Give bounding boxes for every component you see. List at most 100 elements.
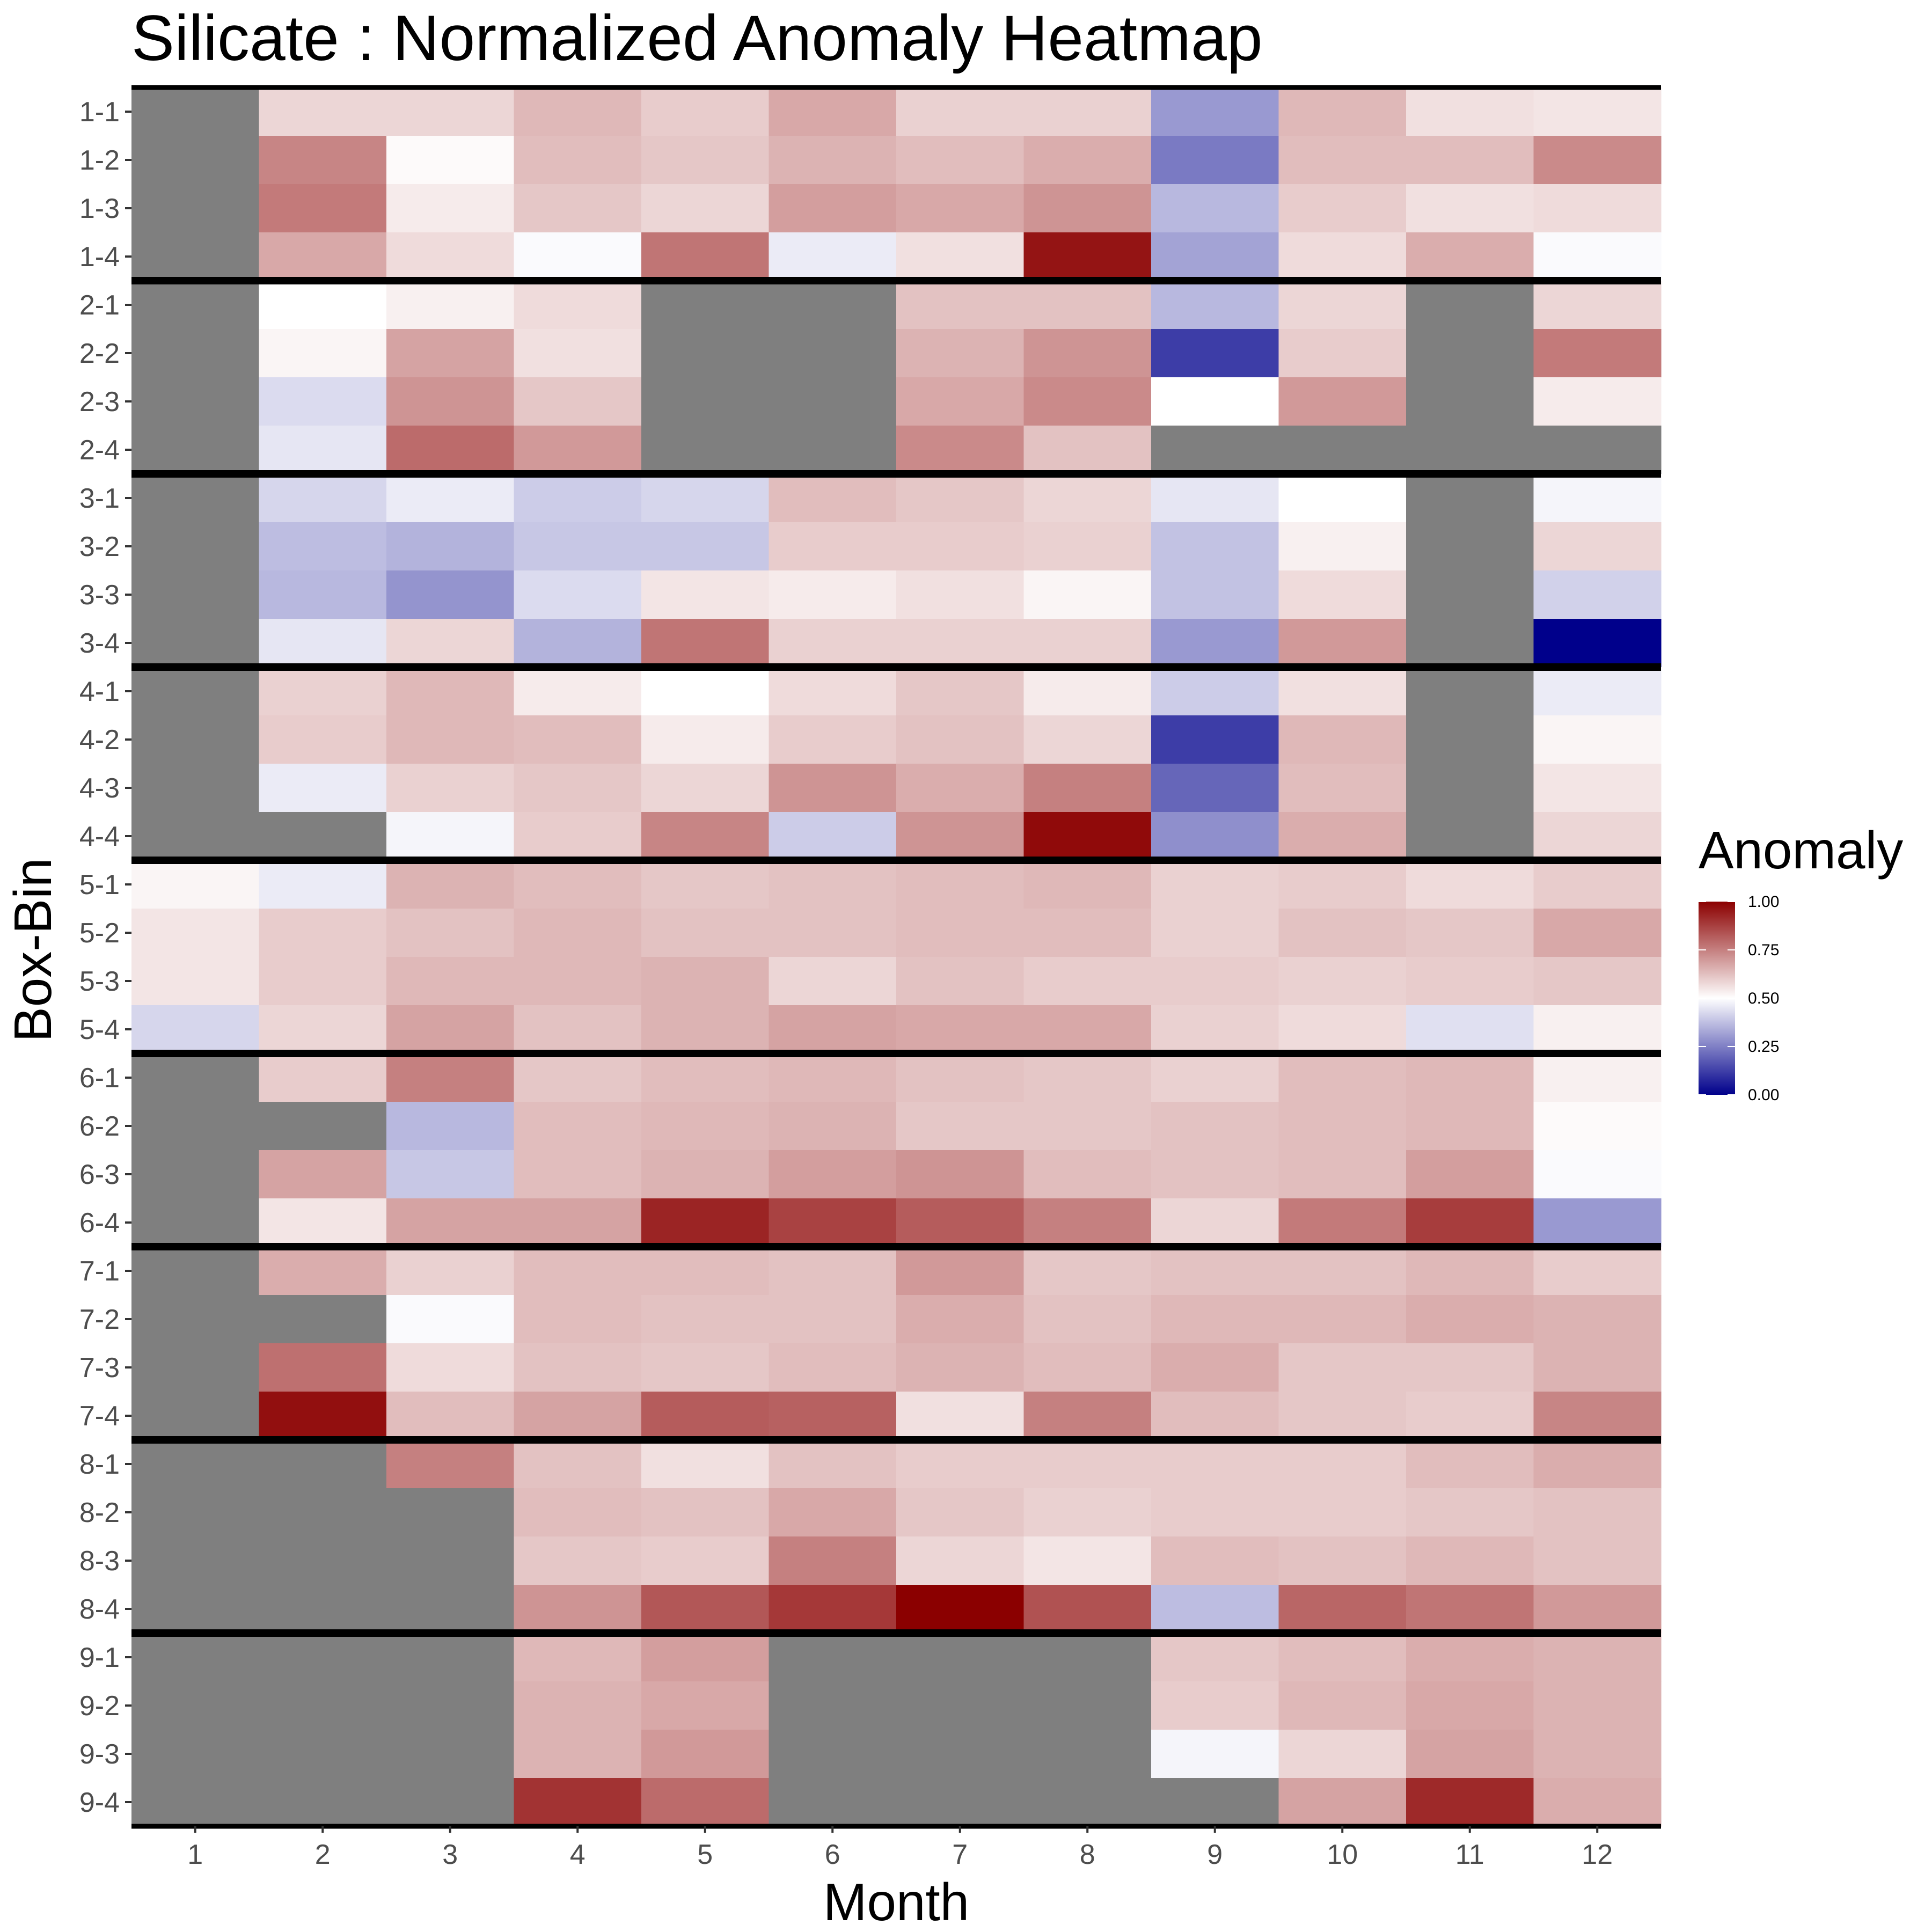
heatmap-cell [896, 136, 1024, 185]
heatmap-cell [1406, 1295, 1534, 1344]
heatmap-cell [1151, 1488, 1279, 1537]
legend: Anomaly 1.00 0.75 0.50 0.25 0.00 [1699, 821, 1903, 1104]
heatmap-cell [1278, 1440, 1407, 1489]
heatmap-cell [259, 860, 387, 909]
legend-tick-label: 0.50 [1748, 990, 1779, 1007]
heatmap-cell [769, 377, 897, 426]
heatmap-cell [386, 1343, 515, 1392]
heatmap-cell [1406, 1585, 1534, 1634]
heatmap-cell [386, 909, 515, 957]
heatmap-cell [386, 1440, 515, 1489]
heatmap-cell [1278, 474, 1407, 523]
x-axis-ticks: 1 2 3 4 5 6 7 8 9 10 11 12 [187, 1826, 1613, 1870]
heatmap-cell [1023, 715, 1152, 764]
heatmap-cell [1406, 860, 1534, 909]
heatmap-cell [1533, 474, 1662, 523]
heatmap-cell [1023, 1343, 1152, 1392]
heatmap-cell [896, 1053, 1024, 1102]
heatmap-cell [131, 1633, 260, 1682]
heatmap-cell [514, 1247, 642, 1296]
heatmap-cell [1406, 136, 1534, 185]
heatmap-cell [896, 1343, 1024, 1392]
heatmap-cell [386, 812, 515, 861]
heatmap-cell [514, 570, 642, 619]
heatmap-cell [514, 522, 642, 571]
heatmap-cell [1406, 1198, 1534, 1247]
heatmap-cell [641, 1633, 770, 1682]
heatmap-cell [514, 1536, 642, 1585]
heatmap-cell [514, 1681, 642, 1730]
heatmap-cell [769, 764, 897, 813]
heatmap-cell [641, 667, 770, 716]
heatmap-cell [896, 1005, 1024, 1054]
heatmap-cell [514, 136, 642, 185]
heatmap-cell [386, 377, 515, 426]
heatmap-cell [641, 1440, 770, 1489]
heatmap-cell [131, 1440, 260, 1489]
heatmap-cell [1533, 1633, 1662, 1682]
heatmap-cell [514, 1392, 642, 1440]
heatmap-cell [1151, 1102, 1279, 1151]
heatmap-cell [386, 1247, 515, 1296]
heatmap-cell [259, 1536, 387, 1585]
heatmap-cell [641, 860, 770, 909]
heatmap-cell [514, 1005, 642, 1054]
heatmap-cell [259, 232, 387, 281]
heatmap-cell [1406, 1005, 1534, 1054]
heatmap-cell [896, 87, 1024, 136]
heatmap-cell [1151, 1536, 1279, 1585]
heatmap-cell [1023, 1585, 1152, 1634]
heatmap-cell [896, 860, 1024, 909]
heatmap-cell [259, 1392, 387, 1440]
heatmap-cell [896, 1488, 1024, 1537]
heatmap-cell [1151, 1585, 1279, 1634]
heatmap-cell [386, 667, 515, 716]
heatmap-cell [131, 860, 260, 909]
heatmap-cell [769, 87, 897, 136]
heatmap-cell [386, 232, 515, 281]
heatmap-cell [1023, 1681, 1152, 1730]
y-tick-label: 8-1 [79, 1449, 120, 1480]
heatmap-cell [896, 957, 1024, 1006]
heatmap-cell [259, 909, 387, 957]
heatmap-cell [1406, 426, 1534, 474]
heatmap-cell [896, 232, 1024, 281]
heatmap-cell [514, 619, 642, 668]
heatmap-cell [514, 426, 642, 474]
heatmap-cell [769, 667, 897, 716]
heatmap-cell [1023, 1730, 1152, 1779]
heatmap-cell [259, 1198, 387, 1247]
heatmap-cell [259, 570, 387, 619]
heatmap-cell [1533, 1488, 1662, 1537]
heatmap-cell [641, 1681, 770, 1730]
heatmap-cell [259, 1295, 387, 1344]
heatmap-cell [514, 281, 642, 330]
heatmap-cell [1151, 474, 1279, 523]
heatmap-cell [769, 136, 897, 185]
heatmap-cell [514, 1778, 642, 1827]
heatmap-cell [1406, 522, 1534, 571]
heatmap-cell [1278, 619, 1407, 668]
heatmap-cell [259, 764, 387, 813]
heatmap-cell [1278, 1488, 1407, 1537]
heatmap-cell [769, 281, 897, 330]
heatmap-cell [769, 812, 897, 861]
y-tick-label: 5-4 [79, 1014, 120, 1045]
heatmap-cell [896, 1247, 1024, 1296]
legend-tick-label: 1.00 [1748, 893, 1779, 911]
heatmap-cell [1406, 957, 1534, 1006]
heatmap-cell [514, 1730, 642, 1779]
heatmap-cell [1151, 329, 1279, 378]
heatmap-cell [769, 1053, 897, 1102]
heatmap-cell [514, 1198, 642, 1247]
heatmap-cell [1023, 667, 1152, 716]
heatmap-cells [131, 87, 1662, 1827]
heatmap-cell [1278, 87, 1407, 136]
heatmap-cell [131, 957, 260, 1006]
heatmap-cell [259, 1150, 387, 1199]
heatmap-cell [1023, 136, 1152, 185]
heatmap-cell [1278, 1585, 1407, 1634]
heatmap-cell [1023, 1536, 1152, 1585]
heatmap-cell [769, 1536, 897, 1585]
